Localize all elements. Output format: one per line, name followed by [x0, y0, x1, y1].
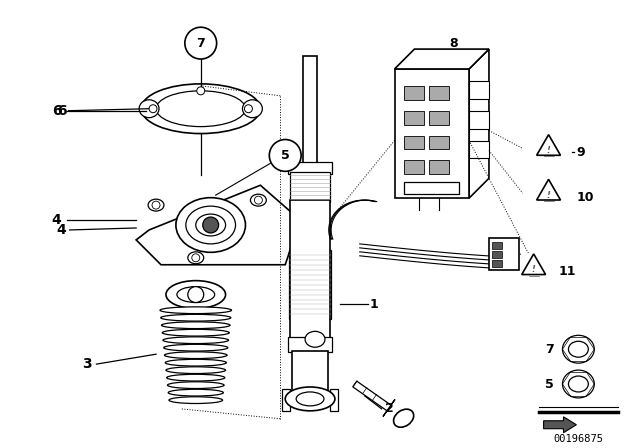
Text: !: !: [532, 265, 536, 274]
Text: 3: 3: [82, 357, 92, 371]
Bar: [289, 250, 331, 319]
Text: 11: 11: [559, 265, 576, 278]
Ellipse shape: [563, 370, 595, 398]
Ellipse shape: [176, 198, 246, 252]
Bar: [404, 136, 424, 150]
Circle shape: [203, 217, 219, 233]
Text: 5: 5: [545, 378, 554, 391]
Circle shape: [188, 287, 204, 302]
Ellipse shape: [156, 91, 246, 127]
Ellipse shape: [188, 252, 204, 264]
Text: 2: 2: [385, 402, 394, 415]
Ellipse shape: [160, 307, 232, 314]
Ellipse shape: [250, 194, 266, 206]
Ellipse shape: [285, 387, 335, 411]
Circle shape: [255, 196, 262, 204]
Ellipse shape: [166, 367, 225, 374]
Circle shape: [196, 87, 205, 95]
Ellipse shape: [148, 199, 164, 211]
Bar: [469, 111, 489, 129]
Polygon shape: [394, 49, 489, 69]
Polygon shape: [537, 179, 561, 200]
Ellipse shape: [394, 409, 413, 427]
Text: 7: 7: [545, 343, 554, 356]
Text: 9: 9: [577, 146, 585, 159]
Ellipse shape: [169, 397, 223, 404]
Bar: [292, 351, 328, 391]
Bar: [489, 238, 519, 270]
Text: 8: 8: [449, 37, 458, 50]
Polygon shape: [543, 417, 577, 433]
Bar: [394, 69, 469, 198]
Polygon shape: [537, 135, 561, 155]
Bar: [404, 160, 424, 174]
Polygon shape: [136, 185, 300, 265]
Polygon shape: [522, 254, 545, 275]
Ellipse shape: [165, 359, 227, 366]
Circle shape: [152, 201, 160, 209]
Text: 5: 5: [281, 149, 289, 162]
Ellipse shape: [163, 337, 228, 344]
Ellipse shape: [162, 329, 229, 336]
Bar: [429, 160, 449, 174]
Bar: [330, 389, 338, 411]
Text: !: !: [547, 191, 550, 200]
Ellipse shape: [305, 332, 325, 347]
Text: !: !: [547, 146, 550, 155]
Circle shape: [185, 27, 217, 59]
Text: 6: 6: [52, 103, 61, 118]
Ellipse shape: [296, 392, 324, 406]
Text: 6: 6: [57, 103, 67, 118]
Ellipse shape: [243, 100, 262, 118]
Bar: [404, 182, 459, 194]
Text: 00196875: 00196875: [554, 434, 604, 444]
Ellipse shape: [177, 287, 214, 302]
Bar: [469, 141, 489, 159]
Ellipse shape: [164, 352, 227, 358]
Ellipse shape: [196, 214, 225, 236]
Bar: [303, 56, 317, 165]
Bar: [492, 251, 502, 258]
Bar: [429, 86, 449, 100]
Circle shape: [244, 105, 252, 113]
Circle shape: [192, 254, 200, 262]
FancyArrow shape: [353, 381, 395, 417]
Bar: [469, 81, 489, 99]
Ellipse shape: [563, 335, 595, 363]
Circle shape: [149, 105, 157, 113]
Text: 1: 1: [370, 298, 378, 311]
Ellipse shape: [166, 374, 225, 381]
Text: 4: 4: [57, 223, 67, 237]
Circle shape: [269, 139, 301, 171]
Text: 10: 10: [577, 191, 594, 204]
Ellipse shape: [168, 389, 223, 396]
Ellipse shape: [568, 376, 588, 392]
Polygon shape: [469, 49, 489, 198]
Ellipse shape: [164, 345, 228, 351]
Ellipse shape: [139, 100, 159, 118]
Text: 7: 7: [196, 37, 205, 50]
Bar: [288, 337, 332, 352]
Ellipse shape: [161, 322, 230, 328]
Ellipse shape: [568, 341, 588, 357]
Bar: [290, 172, 330, 202]
Bar: [288, 162, 332, 174]
Ellipse shape: [166, 280, 225, 309]
Bar: [429, 111, 449, 125]
Ellipse shape: [161, 314, 231, 321]
Text: 4: 4: [52, 213, 61, 227]
Bar: [290, 200, 330, 339]
Bar: [282, 389, 290, 411]
Ellipse shape: [168, 382, 224, 388]
Bar: [404, 86, 424, 100]
Bar: [404, 111, 424, 125]
Ellipse shape: [141, 84, 260, 134]
Ellipse shape: [186, 206, 236, 244]
Bar: [429, 136, 449, 150]
Bar: [492, 242, 502, 249]
Bar: [492, 260, 502, 267]
